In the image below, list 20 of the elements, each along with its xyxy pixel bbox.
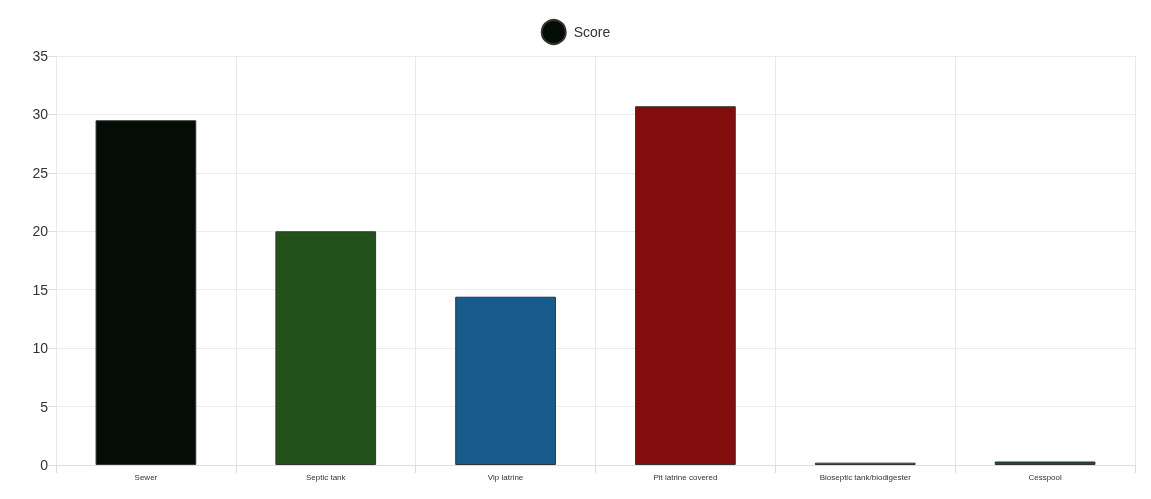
y-tick-label: 30 — [32, 106, 49, 123]
bar — [635, 106, 736, 465]
y-tick-label: 15 — [32, 281, 49, 298]
x-tick-label: Cesspool — [1028, 472, 1062, 482]
bar — [994, 461, 1096, 465]
y-tick-label: 25 — [32, 164, 49, 181]
y-tick-label: 10 — [32, 340, 49, 357]
y-tick-label: 0 — [40, 457, 49, 473]
x-tick-label: Vip latrine — [487, 472, 524, 482]
legend-label: Score — [573, 24, 611, 40]
x-tick-label: Bioseptic tank/biodigester — [819, 472, 912, 482]
bar — [455, 296, 556, 465]
x-tick-label: Pit latrine covered — [653, 472, 718, 482]
x-tick-label: Sewer — [134, 472, 158, 482]
y-tick-label: 5 — [40, 398, 49, 415]
x-tick-label: Septic tank — [305, 472, 347, 482]
bar — [275, 231, 377, 465]
y-tick-label: 35 — [32, 48, 49, 64]
bar — [95, 120, 197, 465]
y-tick-label: 20 — [32, 223, 49, 240]
